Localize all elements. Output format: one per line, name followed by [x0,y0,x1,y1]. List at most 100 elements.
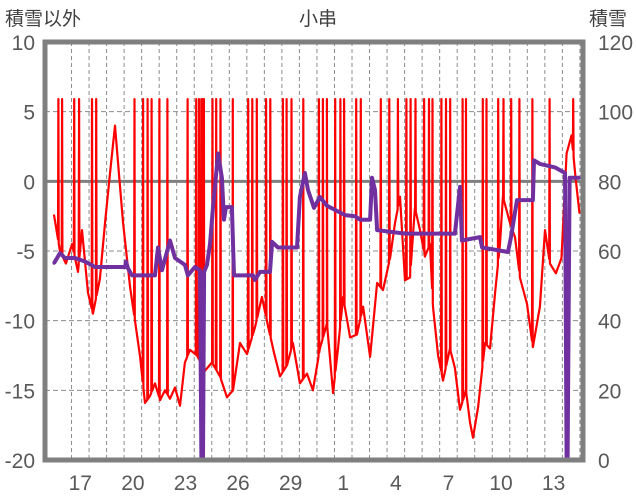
x-tick-label: 29 [279,472,302,495]
data-point-non-snow [459,409,461,411]
data-point-snow-depth [373,188,377,192]
data-point-snow-depth [230,205,234,209]
data-point-snow-depth [220,176,224,180]
data-point-non-snow [169,398,171,400]
data-point-non-snow [81,229,83,231]
data-point-snow-depth [73,256,77,260]
data-point-snow-depth [258,270,262,274]
data-point-non-snow [414,207,416,209]
data-point-snow-depth [403,232,407,236]
data-point-non-snow [565,152,568,155]
data-point-non-snow [526,303,528,305]
data-point-non-snow [484,342,486,344]
data-point-non-snow [273,352,275,354]
data-point-snow-depth [211,205,215,209]
data-point-snow-depth [531,198,535,202]
x-tick-label: 20 [121,472,144,495]
data-point-non-snow [494,292,496,294]
data-point-non-snow [189,349,191,351]
data-point-snow-depth [343,213,347,217]
data-point-non-snow [437,354,439,357]
data-point-non-snow [232,389,234,391]
data-point-snow-depth [63,256,67,260]
data-point-non-snow [369,356,371,358]
series-layer [52,97,582,462]
data-point-non-snow [306,373,308,375]
data-point-snow-depth [202,270,206,274]
right-tick-label: 80 [598,171,621,194]
data-point-non-snow [279,375,281,377]
x-tick-label: 10 [489,472,512,495]
data-point-non-snow [514,236,516,238]
data-point-non-snow [286,364,288,366]
data-point-non-snow [376,282,378,284]
chart-title: 小串 [299,8,337,30]
data-point-non-snow [299,382,301,384]
data-point-snow-depth [232,273,236,277]
data-point-non-snow [409,276,411,279]
data-point-non-snow [382,289,384,291]
data-point-non-snow [104,222,106,224]
data-point-non-snow [555,272,557,274]
data-point-non-snow [472,437,474,439]
data-point-non-snow [429,243,431,245]
data-point-snow-depth [276,246,280,250]
left-tick-label: 5 [23,102,35,125]
data-point-non-snow [570,134,573,136]
data-point-snow-depth [506,250,510,254]
data-point-snow-depth [222,218,226,222]
data-point-snow-depth [183,263,187,267]
data-point-non-snow [184,361,186,364]
data-point-snow-depth [124,259,128,263]
series-line-snow-depth [52,151,580,462]
data-point-non-snow [399,196,401,198]
data-point-non-snow [578,212,581,214]
x-tick-label: 17 [69,472,92,495]
data-point-snow-depth [333,208,337,212]
data-point-non-snow [326,322,328,325]
data-point-snow-depth [268,270,272,274]
left-tick-label: 0 [23,171,35,194]
data-point-non-snow [424,255,426,258]
data-point-snow-depth [353,214,357,218]
data-point-snow-depth [156,246,160,250]
data-point-non-snow [122,222,124,224]
data-point-non-snow [164,389,166,391]
data-point-non-snow [219,375,221,377]
data-point-snow-depth [208,242,212,246]
data-point-non-snow [432,306,434,308]
data-point-non-snow [53,214,55,216]
x-tick-label: 26 [226,472,249,495]
data-point-snow-depth [173,256,177,260]
data-point-non-snow [239,342,241,344]
data-point-snow-depth [298,195,302,199]
right-tick-label: 20 [598,380,621,403]
data-point-non-snow [254,327,256,329]
right-tick-label: 60 [598,241,621,264]
data-point-snow-depth [480,246,484,250]
data-point-snow-depth [458,185,462,189]
data-point-non-snow [246,353,248,355]
data-point-non-snow [560,257,563,259]
data-point-non-snow [349,336,351,338]
data-point-non-snow [196,354,198,357]
data-point-non-snow [539,306,541,308]
data-point-snow-depth [224,205,228,209]
data-point-snow-depth [130,273,134,277]
left-tick-label: 10 [12,32,35,55]
data-point-non-snow [118,173,120,175]
data-point-snow-depth [270,240,274,244]
data-point-non-snow [159,399,161,401]
data-point-snow-depth [453,232,457,236]
x-tick-label: 1 [337,472,349,495]
left-tick-label: -10 [5,311,35,334]
data-point-snow-depth [478,235,482,239]
data-point-non-snow [342,296,344,298]
data-point-non-snow [71,243,73,245]
data-point-non-snow [179,405,181,407]
data-point-non-snow [489,347,491,350]
data-point-snow-depth [186,273,190,277]
data-point-non-snow [77,271,79,273]
x-tick-label: 4 [390,472,402,495]
